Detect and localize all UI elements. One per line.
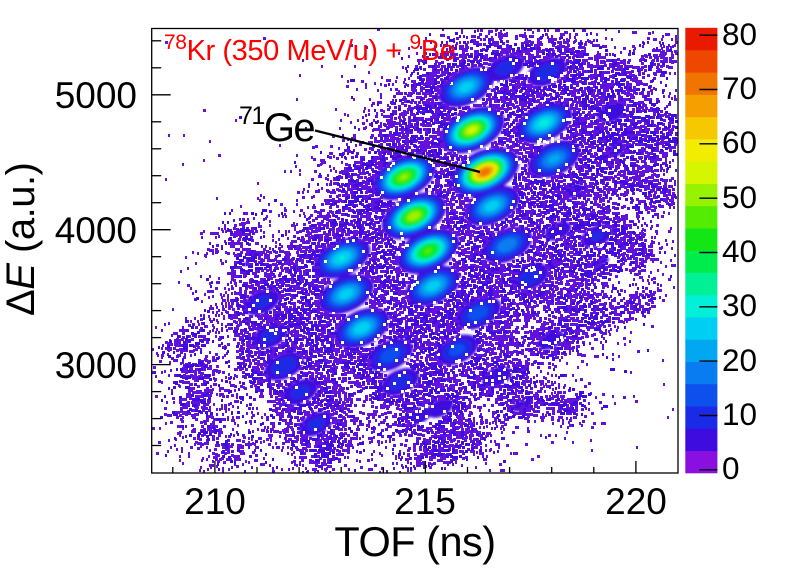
svg-text:71Ge: 71Ge (239, 102, 314, 150)
svg-text:50: 50 (722, 179, 757, 215)
svg-text:4000: 4000 (55, 210, 137, 251)
svg-text:0: 0 (722, 450, 740, 486)
svg-text:40: 40 (722, 233, 757, 269)
svg-text:215: 215 (394, 481, 456, 522)
svg-text:78Kr (350 MeV/u) + 9Be: 78Kr (350 MeV/u) + 9Be (164, 31, 455, 67)
svg-text:60: 60 (722, 124, 757, 160)
svg-text:80: 80 (722, 16, 757, 52)
svg-text:ΔE (a.u.): ΔE (a.u.) (0, 163, 43, 316)
svg-text:210: 210 (184, 481, 246, 522)
svg-text:30: 30 (722, 287, 757, 323)
svg-text:5000: 5000 (55, 75, 137, 116)
svg-text:10: 10 (722, 396, 757, 432)
svg-text:3000: 3000 (55, 345, 137, 386)
svg-text:70: 70 (722, 70, 757, 106)
svg-text:TOF (ns): TOF (ns) (334, 518, 495, 565)
svg-text:220: 220 (605, 481, 667, 522)
svg-text:20: 20 (722, 342, 757, 378)
